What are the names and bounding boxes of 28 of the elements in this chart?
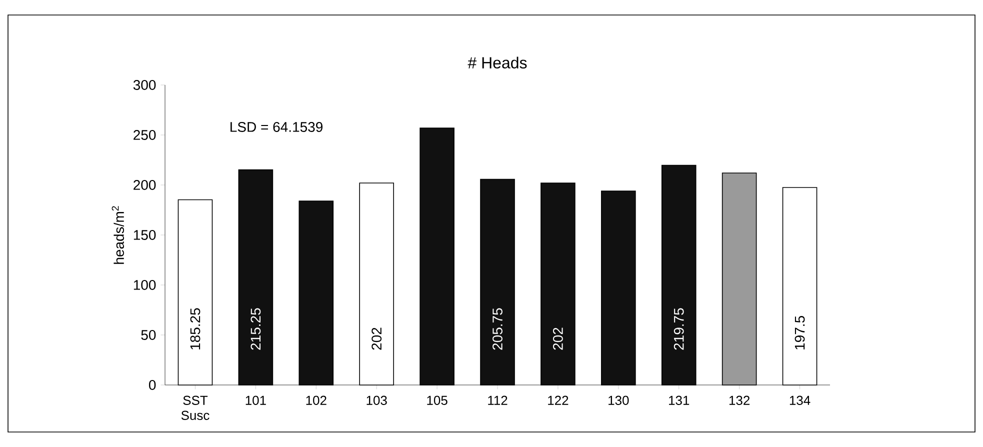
y-tick-label: 100	[134, 280, 156, 290]
x-tick-label: SST Susc	[181, 396, 210, 420]
y-tick-label: 200	[134, 180, 156, 190]
x-tick-label: 130	[608, 396, 629, 405]
data-label: 202	[553, 328, 563, 350]
x-tick-label: 112	[488, 396, 508, 405]
y-tick-label: 150	[134, 230, 156, 240]
y-tick-label: 50	[141, 330, 156, 340]
annotation: LSD = 64.1539	[230, 122, 322, 132]
x-tick-label: 101	[246, 396, 266, 405]
x-tick-label: 103	[366, 396, 387, 405]
y-tick-label: 0	[148, 380, 156, 390]
x-tick-label: 132	[729, 396, 750, 405]
x-tick-label: 105	[427, 396, 448, 405]
data-label: 215.25	[250, 308, 261, 350]
x-tick-label: 122	[548, 396, 568, 405]
x-tick-label: 131	[669, 396, 690, 405]
data-label: 205.75	[492, 308, 502, 350]
chart-title: # Heads	[468, 56, 527, 68]
data-label: 185.25	[190, 308, 200, 350]
y-tick-label: 300	[133, 80, 156, 90]
data-label: 219.75	[674, 308, 684, 350]
x-tick-label: 134	[790, 396, 810, 405]
data-label: 197.5	[794, 316, 805, 350]
y-axis-title: heads/m$^{2}$	[112, 206, 124, 264]
y-tick-label: 250	[134, 130, 156, 140]
x-tick-label: 102	[306, 396, 326, 405]
data-label: 202	[372, 328, 382, 350]
